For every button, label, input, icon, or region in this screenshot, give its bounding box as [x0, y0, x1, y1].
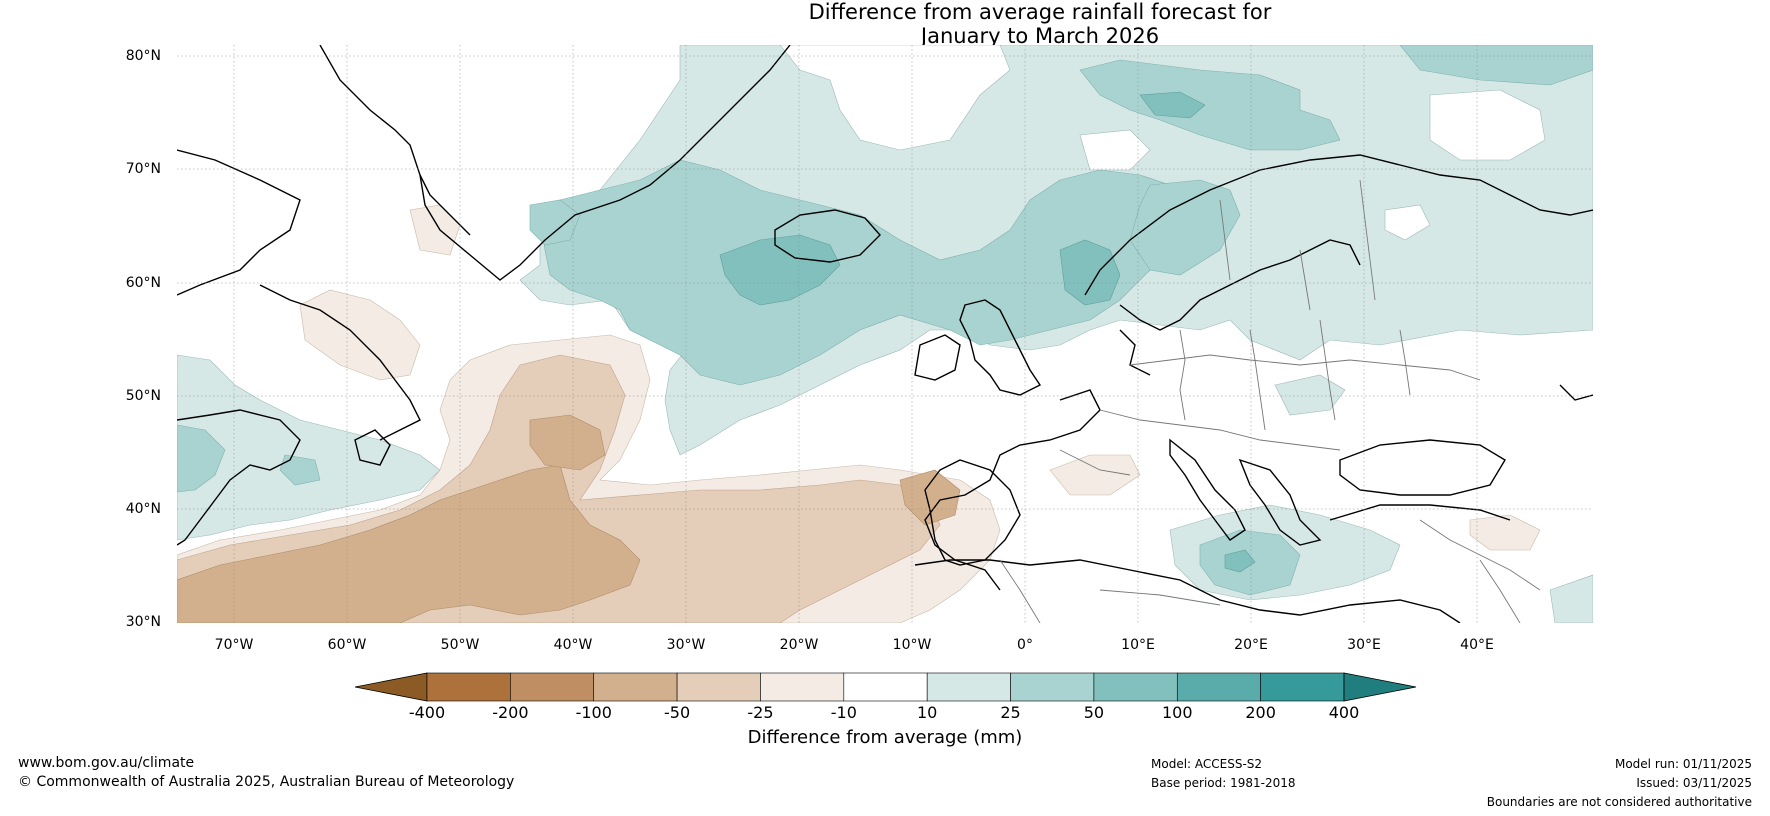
anomaly-area-teal-mid	[539, 159, 1181, 386]
lon-label-10w: 10°W	[892, 637, 932, 653]
title-line-2: January to March 2026	[920, 24, 1160, 48]
anomaly-area-brown-light-greenland	[299, 289, 421, 381]
anomaly-area-brown-dark-iberia	[899, 469, 961, 526]
lat-label-60n: 60°N	[125, 275, 161, 291]
colorbar-tick-label: 25	[1000, 703, 1021, 722]
lat-label-70n: 70°N	[125, 161, 161, 177]
anomaly-area-teal-mid-arctic	[1079, 59, 1341, 151]
anomaly-area-teal-mid-scand	[1129, 179, 1241, 276]
lon-label-0: 0°	[1017, 637, 1033, 653]
lon-label-20w: 20°W	[779, 637, 819, 653]
colorbar-tick-label: -200	[492, 703, 529, 722]
colorbar-tick-label: 400	[1328, 703, 1360, 722]
lat-label-40n: 40°N	[125, 501, 161, 517]
anomaly-area-teal-mid-northeast	[1399, 45, 1593, 86]
footer-base-period: Base period: 1981-2018	[1151, 776, 1296, 790]
coastlines	[177, 45, 1593, 623]
lon-label-10e: 10°E	[1121, 637, 1155, 653]
colorbar-tick-label: -100	[575, 703, 612, 722]
colorbar-tick-label: -400	[408, 703, 446, 722]
colorbar-tick-label: -25	[747, 703, 774, 722]
lon-label-60w: 60°W	[327, 637, 367, 653]
lat-label-30n: 30°N	[125, 614, 161, 630]
anomaly-area-white-north-1	[779, 45, 1011, 151]
anomaly-area-teal-west-newfoundland	[279, 454, 321, 486]
anomaly-area-teal-se	[1549, 574, 1593, 623]
colorbar-tick-label: -10	[830, 703, 857, 722]
lon-label-20e: 20°E	[1234, 637, 1268, 653]
footer-model-run: Model run: 01/11/2025	[1614, 757, 1752, 771]
colorbar-tick-label: 10	[916, 703, 938, 722]
anomaly-area-teal-dark-iceland	[719, 234, 841, 306]
anomaly-area-white-north-3	[1079, 129, 1151, 171]
anomaly-area-white-north-2	[1429, 89, 1546, 161]
footer-issued: Issued: 03/11/2025	[1636, 776, 1752, 790]
lon-label-40e: 40°E	[1460, 637, 1494, 653]
lat-label-80n: 80°N	[125, 48, 161, 64]
lon-label-40w: 40°W	[553, 637, 593, 653]
colorbar-label: Difference from average (mm)	[747, 727, 1023, 748]
anomaly-area-white-north-4	[1384, 204, 1431, 241]
footer-url[interactable]: www.bom.gov.au/climate	[18, 755, 195, 771]
anomaly-area-teal-med-dark	[1224, 549, 1256, 573]
graticule	[177, 45, 1593, 623]
colorbar-tick-label: 50	[1083, 703, 1105, 722]
lon-label-50w: 50°W	[440, 637, 480, 653]
anomaly-area-brown-light-levant	[1469, 514, 1541, 551]
anomaly-area-brown-light-east	[1049, 454, 1141, 496]
colorbar-tick-label: 200	[1245, 703, 1276, 722]
lon-label-70w: 70°W	[214, 637, 254, 653]
colorbar-tick-label: 100	[1161, 703, 1193, 722]
anomaly-area-teal-dark-norway	[1059, 239, 1121, 306]
anomaly-area-teal-dark-arctic	[1139, 91, 1206, 119]
lon-label-30w: 30°W	[666, 637, 706, 653]
anomaly-area-teal-west-mid	[177, 424, 226, 493]
anomaly-area-teal-baltic	[1274, 374, 1346, 416]
anomaly-area-brown-dark-north	[529, 414, 606, 471]
anomaly-area-brown-light-gulf	[409, 204, 461, 256]
footer-model: Model: ACCESS-S2	[1151, 757, 1263, 771]
anomaly-area-teal-mid-greenland-south	[529, 199, 581, 246]
country-borders	[999, 179, 1541, 623]
anomaly-area-brown-dark	[177, 464, 641, 623]
title-line-1: Difference from average rainfall forecas…	[808, 0, 1272, 24]
lon-label-30e: 30°E	[1347, 637, 1381, 653]
lat-label-50n: 50°N	[125, 388, 161, 404]
chart-title: Difference from average rainfall forecas…	[0, 0, 1770, 48]
colorbar-tick-label: -50	[664, 703, 691, 722]
footer-disclaimer: Boundaries are not considered authoritat…	[1486, 795, 1752, 809]
footer-copyright: © Commonwealth of Australia 2025, Austra…	[18, 774, 515, 790]
